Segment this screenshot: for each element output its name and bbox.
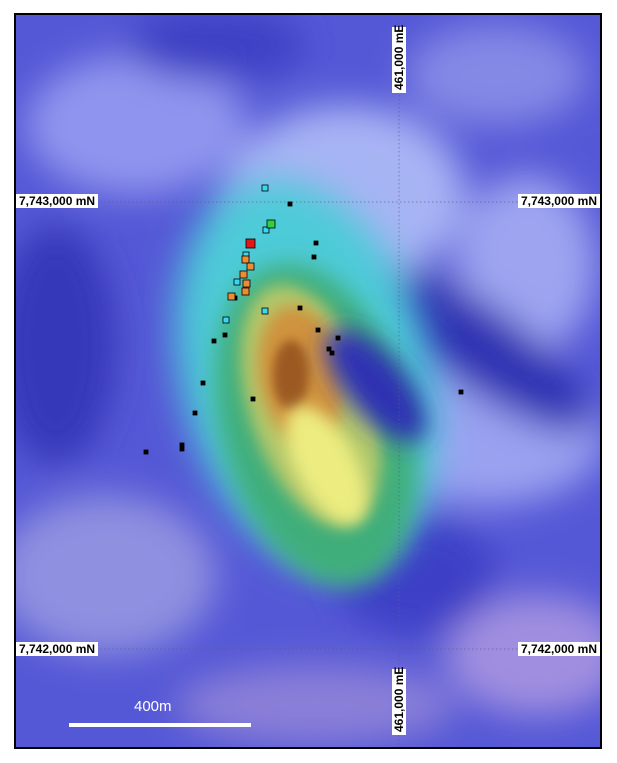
- marker-orange: [246, 262, 255, 271]
- map-frame: 7,743,000 mN 7,743,000 mN 7,742,000 mN 7…: [14, 13, 602, 749]
- marker-black: [335, 335, 341, 341]
- marker-cyan: [222, 316, 230, 324]
- marker-green: [266, 219, 276, 229]
- marker-red: [245, 238, 256, 249]
- marker-cyan: [261, 184, 269, 192]
- marker-black: [250, 396, 256, 402]
- grid-lines: [16, 15, 600, 747]
- marker-black: [211, 338, 217, 344]
- marker-orange: [241, 287, 250, 296]
- marker-black: [192, 410, 198, 416]
- northing-label-top-left: 7,743,000 mN: [16, 194, 99, 208]
- marker-orange: [227, 292, 236, 301]
- marker-black: [222, 332, 228, 338]
- marker-black: [297, 305, 303, 311]
- northing-label-bottom-right: 7,742,000 mN: [517, 642, 600, 656]
- marker-black: [200, 380, 206, 386]
- marker-cyan: [261, 307, 269, 315]
- marker-black: [143, 449, 149, 455]
- marker-orange: [241, 255, 250, 264]
- marker-black: [313, 240, 319, 246]
- easting-label-top: 461,000 mE: [392, 25, 406, 93]
- northing-label-bottom-left: 7,742,000 mN: [16, 642, 99, 656]
- marker-black: [179, 446, 185, 452]
- marker-black: [179, 442, 185, 448]
- marker-black: [311, 254, 317, 260]
- easting-label-bottom: 461,000 mE: [392, 667, 406, 735]
- scale-bar: [69, 723, 251, 727]
- marker-black: [287, 201, 293, 207]
- marker-orange: [239, 270, 248, 279]
- marker-cyan: [233, 278, 241, 286]
- sample-markers: [143, 184, 464, 455]
- marker-black: [315, 327, 321, 333]
- marker-orange: [242, 279, 251, 288]
- geophysics-map[interactable]: [16, 15, 600, 747]
- marker-black: [329, 350, 335, 356]
- marker-black: [326, 346, 332, 352]
- marker-cyan: [262, 226, 270, 234]
- northing-label-top-right: 7,743,000 mN: [517, 194, 600, 208]
- scale-bar-label: 400m: [134, 698, 172, 715]
- marker-black: [458, 389, 464, 395]
